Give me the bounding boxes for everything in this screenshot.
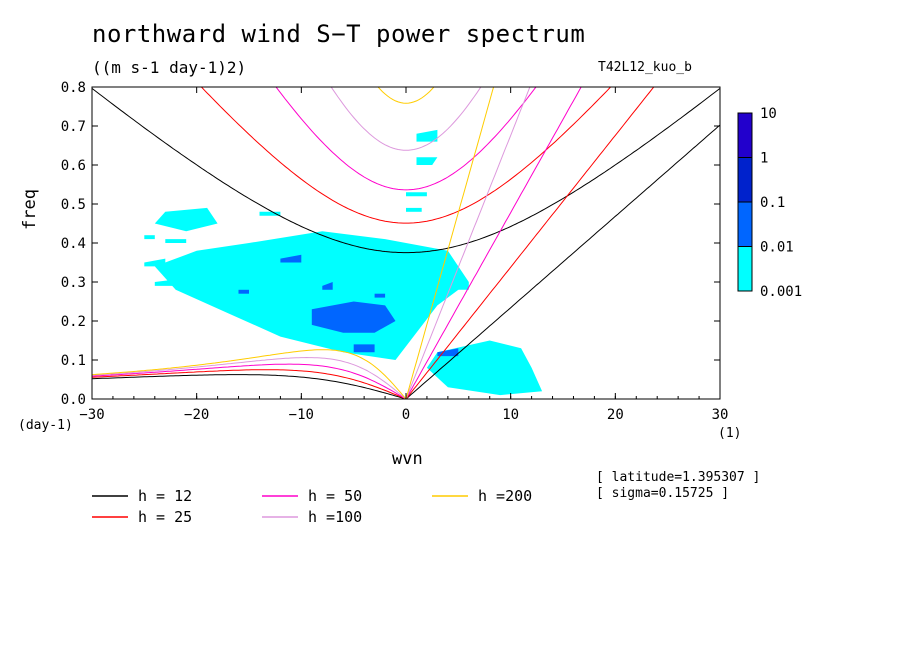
legend: h = 12 h = 25 h = 50 h =100 h =200 xyxy=(92,487,532,526)
x-tick-label: 20 xyxy=(607,407,624,423)
y-tick-label: 0.6 xyxy=(61,158,86,174)
y-tick-label: 0.2 xyxy=(61,314,86,330)
shaded-region xyxy=(154,207,218,232)
chart-title: northward wind S−T power spectrum xyxy=(92,20,586,48)
shaded-region xyxy=(238,289,249,294)
colorbar-label: 10 xyxy=(760,106,777,122)
shaded-region xyxy=(144,258,166,267)
shaded-region xyxy=(406,192,427,197)
shaded-region xyxy=(154,278,187,286)
curve-rossby xyxy=(92,356,407,399)
latitude-note: [ latitude=1.395307 ] xyxy=(596,470,761,485)
legend-label: h = 50 xyxy=(308,487,362,505)
colorbar-label: 0.01 xyxy=(760,240,794,256)
x-tick-label: 30 xyxy=(712,407,729,423)
curve-rossby xyxy=(92,349,407,399)
x-tick-label: 0 xyxy=(402,407,410,423)
colorbar-swatch xyxy=(737,112,753,158)
shaded-region xyxy=(447,282,469,290)
shaded-spectrum xyxy=(144,129,543,396)
x-tick-label: −30 xyxy=(79,407,104,423)
legend-label: h = 25 xyxy=(138,508,192,526)
shaded-region xyxy=(165,239,187,243)
x-axis-unit: (1) xyxy=(718,426,742,441)
colorbar-label: 0.001 xyxy=(760,284,802,300)
colorbar: 0.001 0.01 0.1 1 10 xyxy=(737,106,802,300)
curve-n1 xyxy=(377,87,435,104)
axes: −30 −20 −10 0 10 20 30 0.0 0.1 0.2 0.3 0.4 0.5 0.6 0.7… xyxy=(61,80,729,423)
shaded-region xyxy=(259,211,281,216)
shaded-region xyxy=(374,293,386,298)
sigma-note: [ sigma=0.15725 ] xyxy=(596,486,730,501)
x-axis-label: wvn xyxy=(392,449,423,469)
legend-label: h =100 xyxy=(308,508,362,526)
colorbar-label: 1 xyxy=(760,151,768,167)
colorbar-swatch xyxy=(737,246,753,292)
shaded-region xyxy=(280,254,302,263)
legend-label: h = 12 xyxy=(138,487,192,505)
shaded-region xyxy=(426,340,543,396)
curve-rossby xyxy=(92,363,407,399)
y-tick-label: 0.5 xyxy=(61,197,86,213)
shaded-region xyxy=(343,313,406,349)
shaded-region xyxy=(259,301,354,333)
x-tick-label: 10 xyxy=(502,407,519,423)
y-tick-label: 0.3 xyxy=(61,275,86,291)
y-axis-unit: (day-1) xyxy=(18,418,73,433)
y-tick-label: 0.7 xyxy=(61,119,86,135)
colorbar-swatch xyxy=(737,157,753,203)
chart-units: ((m s-1 day-1)2) xyxy=(92,58,247,77)
shaded-region xyxy=(353,344,375,353)
plot-frame xyxy=(91,86,721,400)
legend-label: h =200 xyxy=(478,487,532,505)
curve-group xyxy=(92,88,720,399)
curve-rossby xyxy=(92,369,407,399)
shaded-region xyxy=(154,231,469,360)
y-tick-label: 0.0 xyxy=(61,392,86,408)
shaded-region xyxy=(249,266,281,275)
x-tick-label: −10 xyxy=(289,407,314,423)
colorbar-label: 0.1 xyxy=(760,195,785,211)
shaded-region xyxy=(437,348,459,357)
curve-rossby xyxy=(92,374,407,399)
run-name: T42L12_kuo_b xyxy=(598,60,692,75)
y-tick-label: 0.8 xyxy=(61,80,86,96)
curve-kelvin xyxy=(405,124,720,399)
colorbar-swatch xyxy=(737,201,753,247)
shaded-region xyxy=(322,282,333,290)
shaded-region xyxy=(322,278,344,286)
curve-n1 xyxy=(92,88,720,254)
y-tick-label: 0.4 xyxy=(61,236,86,252)
y-axis-label: freq xyxy=(20,189,40,230)
shaded-region xyxy=(144,235,155,240)
shaded-region xyxy=(311,301,396,333)
y-tick-label: 0.1 xyxy=(61,353,86,369)
shaded-region xyxy=(406,207,422,212)
shaded-region xyxy=(416,157,438,165)
x-tick-label: −20 xyxy=(184,407,209,423)
shaded-region xyxy=(416,129,438,142)
